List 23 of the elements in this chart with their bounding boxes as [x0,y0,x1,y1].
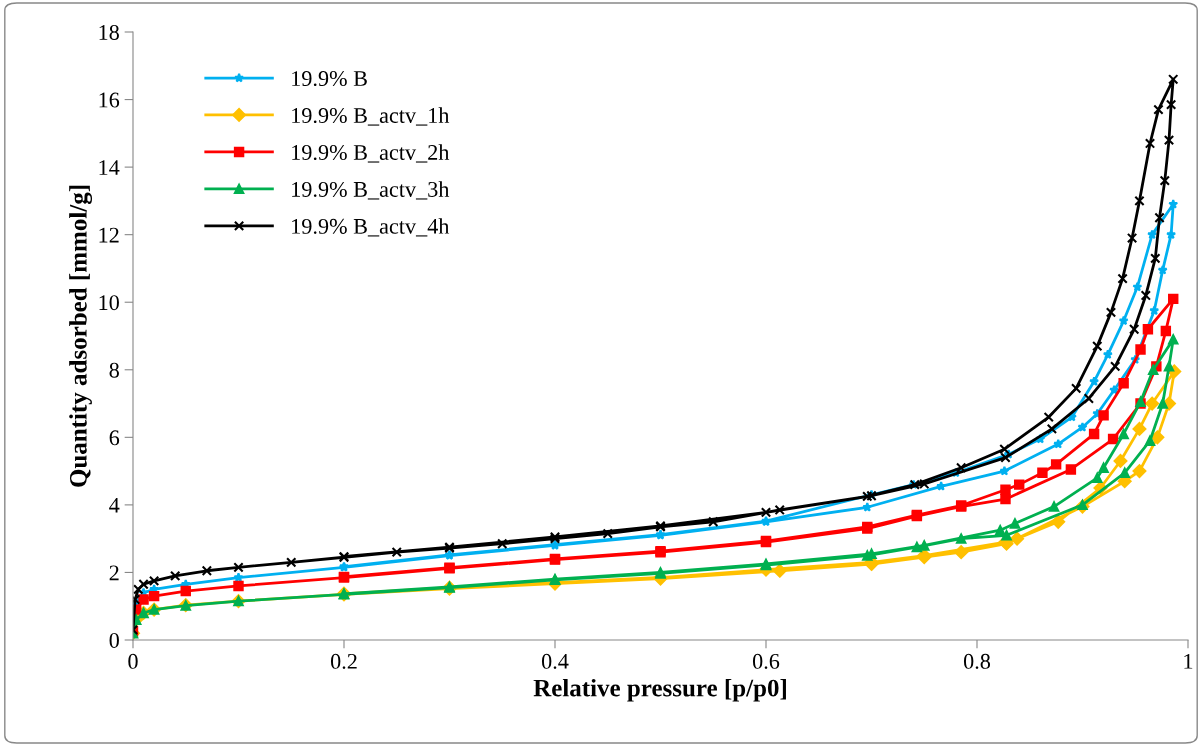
x-tick-label: 0.4 [541,653,569,669]
y-tick-label: 14 [99,160,120,175]
x-tick-label: 0.6 [752,653,780,669]
y-tick-label: 8 [109,362,119,378]
x-axis-title: Relative pressure [p/p0] [533,678,786,702]
y-tick-label: 16 [99,92,120,108]
legend-label: 19.9% B [292,71,367,87]
x-tick-label: 1 [1184,653,1193,669]
x-tick-label: 0.8 [963,653,991,669]
legend-label: 19.9% B_actv_2h [292,144,450,163]
y-tick-label: 2 [109,565,119,581]
y-tick-label: 10 [99,295,119,311]
y-tick-label: 6 [109,430,120,446]
x-tick-label: 0 [128,653,138,669]
legend-label: 19.9% B_actv_4h [292,218,450,237]
legend-label: 19.9% B_actv_3h [292,181,450,200]
y-tick-label: 18 [99,24,119,40]
y-tick-label: 4 [109,497,120,513]
y-tick-label: 12 [99,227,119,243]
y-axis-title: Quantity adsorbed [mmol/g] [69,185,93,487]
x-tick-label: 0.2 [330,653,357,669]
y-tick-label: 0 [109,632,119,648]
legend-label: 19.9% B_actv_1h [292,107,450,126]
